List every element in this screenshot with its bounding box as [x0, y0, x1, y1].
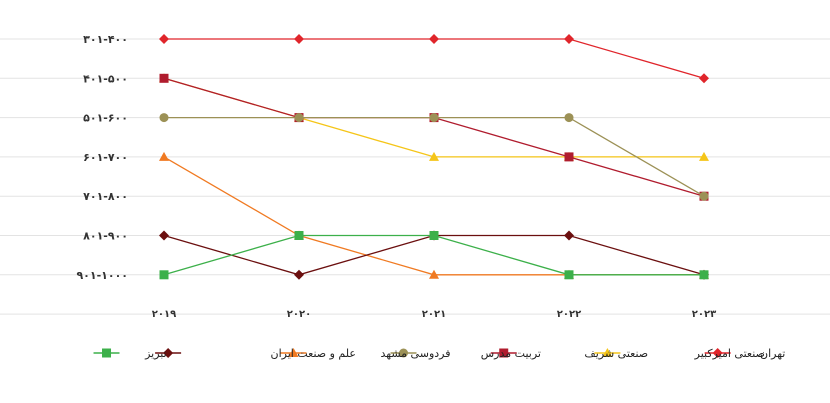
data-point [564, 230, 574, 241]
legend-swatch-marker [102, 348, 112, 358]
y-tick-label: ۷۰۱-۸۰۰ [83, 190, 128, 203]
series-lines [159, 34, 709, 280]
data-point [699, 270, 709, 280]
data-point [429, 269, 439, 279]
legend-label: فردوسی مشهد [381, 347, 451, 360]
x-tick-label: ۲۰۲۰ [287, 309, 311, 320]
data-point [429, 113, 439, 123]
legend-swatch-marker [602, 348, 613, 357]
legend-item: تهران [704, 347, 785, 360]
data-point [294, 231, 304, 240]
legend-label: صنعتی امیرکبیر [694, 347, 765, 360]
data-point [699, 151, 709, 161]
legend-item: تربیت مدرس [390, 347, 541, 360]
series-line [163, 77, 705, 197]
data-point [294, 113, 304, 123]
y-tick-label: ۸۰۱-۹۰۰ [83, 230, 128, 243]
data-point [159, 34, 169, 44]
series-6 [159, 231, 709, 280]
legend-swatch-marker [163, 348, 174, 358]
x-tick-label: ۲۰۲۳ [692, 309, 716, 320]
series-3 [159, 113, 709, 201]
y-tick-label: ۹۰۱-۱۰۰۰ [76, 269, 128, 282]
series-2 [159, 73, 709, 201]
legend-item: تبریز [93, 347, 167, 360]
y-tick-label: ۶۰۱-۷۰۰ [83, 151, 128, 164]
data-point [564, 270, 574, 280]
data-point [159, 113, 169, 123]
series-line [164, 38, 705, 79]
data-point [564, 113, 574, 123]
series-line [163, 234, 704, 276]
data-point [294, 34, 304, 44]
data-point [699, 73, 709, 84]
data-point [564, 34, 574, 44]
y-tick-label: ۵۰۱-۶۰۰ [83, 112, 128, 125]
data-point [294, 269, 304, 280]
series-line [163, 156, 704, 276]
series-4 [159, 151, 709, 279]
x-tick-label: ۲۰۲۱ [422, 309, 446, 320]
y-tick-label: ۴۰۱-۵۰۰ [83, 72, 128, 85]
series-line [163, 234, 705, 276]
x-tick-label: ۲۰۲۲ [557, 309, 581, 320]
legend-item: صنعتی شریف [490, 347, 648, 360]
data-point [159, 73, 169, 83]
legend-swatch-marker [499, 348, 509, 358]
legend-swatch-marker [399, 348, 409, 358]
data-point [159, 151, 169, 161]
y-axis-ticks: ۳۰۱-۴۰۰ ۴۰۱-۵۰۰ ۵۰۱-۶۰۰ ۶۰۱-۷۰۰ ۷۰۱-۸۰۰ ۸۰۱-۹… [76, 33, 128, 282]
data-point [429, 231, 439, 240]
legend-item: صنعتی امیرکبیر [594, 347, 765, 360]
legend-label: صنعتی شریف [584, 347, 648, 360]
legend-item: علم و صنعت ایران [155, 347, 356, 360]
legend-label: تربیت مدرس [481, 347, 541, 360]
data-point [429, 151, 439, 161]
legend-swatch-marker [288, 348, 299, 357]
legend-label: علم و صنعت ایران [271, 347, 356, 360]
data-point [564, 152, 574, 162]
series-0 [159, 34, 709, 84]
data-point [159, 230, 169, 241]
data-point [429, 34, 439, 44]
legend-label: تبریز [144, 347, 167, 360]
legend-label: تهران [760, 347, 785, 360]
legend-swatch-marker [712, 348, 723, 358]
x-axis-ticks: ۲۰۱۹ ۲۰۲۰ ۲۰۲۱ ۲۰۲۲ ۲۰۲۳ [152, 309, 716, 320]
x-tick-label: ۲۰۱۹ [152, 309, 176, 320]
y-tick-label: ۳۰۱-۴۰۰ [83, 33, 128, 46]
data-point [159, 270, 169, 280]
legend-item: فردوسی مشهد [280, 347, 451, 360]
data-point [699, 191, 709, 201]
